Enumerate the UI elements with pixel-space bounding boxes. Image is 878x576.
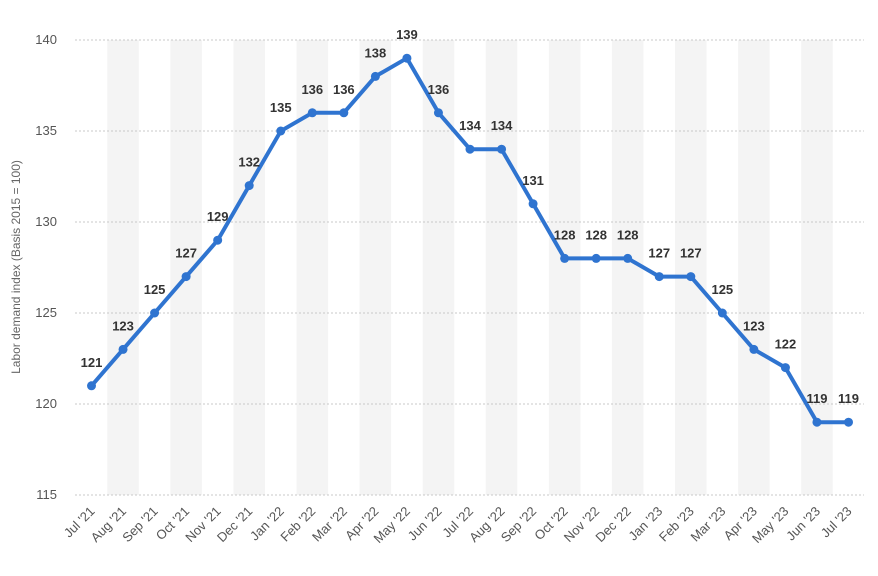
data-label: 138 <box>365 45 387 60</box>
x-tick-label: Jun '23 <box>783 504 823 544</box>
x-tick-label: Dec '21 <box>214 504 255 545</box>
data-labels: 121 123 125 127 129 132 135 136 136 138 139 136 134 1… <box>81 27 859 406</box>
data-label: 119 <box>838 391 859 406</box>
data-label: 127 <box>680 246 702 261</box>
data-label: 122 <box>775 337 797 352</box>
data-point <box>780 363 790 373</box>
data-label: 132 <box>238 155 260 170</box>
data-label: 129 <box>207 209 229 224</box>
alternating-column-bands <box>107 40 833 495</box>
column-band <box>296 40 329 495</box>
data-point <box>370 71 380 81</box>
series-line <box>89 56 851 425</box>
x-tick-label: Dec '22 <box>592 504 633 545</box>
data-label: 123 <box>112 318 134 333</box>
data-label: 127 <box>648 246 670 261</box>
data-point <box>402 53 412 63</box>
data-label: 128 <box>554 227 576 242</box>
data-point <box>87 381 96 391</box>
data-point <box>276 126 286 136</box>
data-point <box>465 144 475 154</box>
column-band <box>359 40 392 495</box>
column-band <box>422 40 455 495</box>
data-point <box>181 272 191 282</box>
column-band <box>675 40 707 495</box>
x-tick-label: Jun '22 <box>405 504 445 544</box>
column-band <box>611 40 644 495</box>
data-label: 123 <box>743 318 765 333</box>
data-point <box>244 181 254 191</box>
data-point <box>528 199 538 209</box>
data-point <box>591 253 601 263</box>
y-tick-label: 125 <box>35 305 57 320</box>
column-band <box>548 40 581 495</box>
data-label: 136 <box>301 82 323 97</box>
data-label: 128 <box>617 227 639 242</box>
data-label: 119 <box>806 391 827 406</box>
data-label: 134 <box>491 118 513 133</box>
y-tick-label: 130 <box>35 214 57 229</box>
data-point <box>654 272 664 282</box>
x-tick-label: Mar '22 <box>309 504 350 545</box>
data-point <box>623 253 633 263</box>
data-points <box>87 53 853 427</box>
data-point <box>339 108 349 118</box>
data-label: 134 <box>459 118 481 133</box>
data-label: 131 <box>522 173 544 188</box>
column-band <box>170 40 202 495</box>
data-label: 135 <box>270 100 292 115</box>
gridlines <box>75 39 864 496</box>
data-point <box>749 344 759 354</box>
y-tick-label: 135 <box>35 123 57 138</box>
y-tick-label: 120 <box>35 396 57 411</box>
column-band <box>738 40 770 495</box>
x-tick-label: Sep '21 <box>119 504 160 545</box>
y-axis-label: Labor demand index (Basis 2015 = 100) <box>9 160 23 374</box>
data-label: 125 <box>144 282 166 297</box>
column-band <box>107 40 139 495</box>
y-tick-label: 115 <box>36 487 57 502</box>
data-label: 127 <box>175 246 197 261</box>
data-label: 136 <box>333 82 355 97</box>
data-point <box>844 417 853 427</box>
data-label: 136 <box>428 82 450 97</box>
data-label: 121 <box>81 355 103 370</box>
data-point <box>497 144 507 154</box>
data-point <box>812 417 822 427</box>
column-band <box>233 40 265 495</box>
column-band <box>801 40 833 495</box>
data-point <box>150 308 160 318</box>
data-point <box>433 108 443 118</box>
data-label: 125 <box>711 282 733 297</box>
x-tick-label: Mar '23 <box>687 504 728 545</box>
x-tick-label: Jul '23 <box>818 504 855 541</box>
data-label: 139 <box>396 27 418 42</box>
data-label: 128 <box>585 227 607 242</box>
data-point <box>118 344 128 354</box>
x-tick-label: Sep '22 <box>498 504 539 545</box>
data-point <box>686 272 696 282</box>
data-point <box>560 253 570 263</box>
data-point <box>213 235 223 245</box>
data-point <box>717 308 727 318</box>
series-line-group <box>89 56 851 425</box>
data-point <box>307 108 317 118</box>
column-band <box>485 40 518 495</box>
y-tick-label: 140 <box>35 32 57 47</box>
y-axis-ticks: 115 120 125 130 135 140 <box>35 32 57 502</box>
